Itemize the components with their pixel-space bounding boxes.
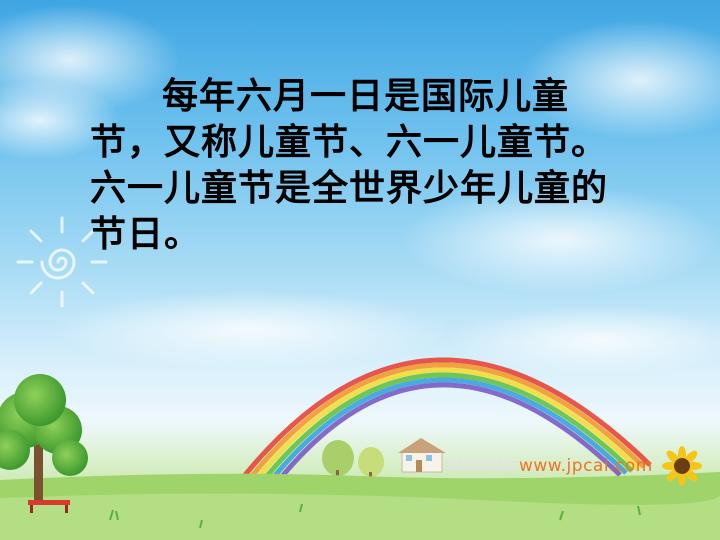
bushes <box>322 440 384 480</box>
sun-icon <box>16 216 108 308</box>
clouds <box>0 5 720 375</box>
house-icon <box>398 438 446 473</box>
rainbow <box>243 357 652 487</box>
watermark: www.jpcai.com <box>519 456 653 476</box>
fence <box>444 458 520 472</box>
bench-icon <box>28 500 70 513</box>
grass <box>109 503 641 529</box>
tree-icon <box>0 374 88 500</box>
sunflower-icon <box>662 446 702 486</box>
body-paragraph: 每年六月一日是国际儿童节，又称儿童节、六一儿童节。六一儿童节是全世界少年儿童的节… <box>90 76 609 255</box>
